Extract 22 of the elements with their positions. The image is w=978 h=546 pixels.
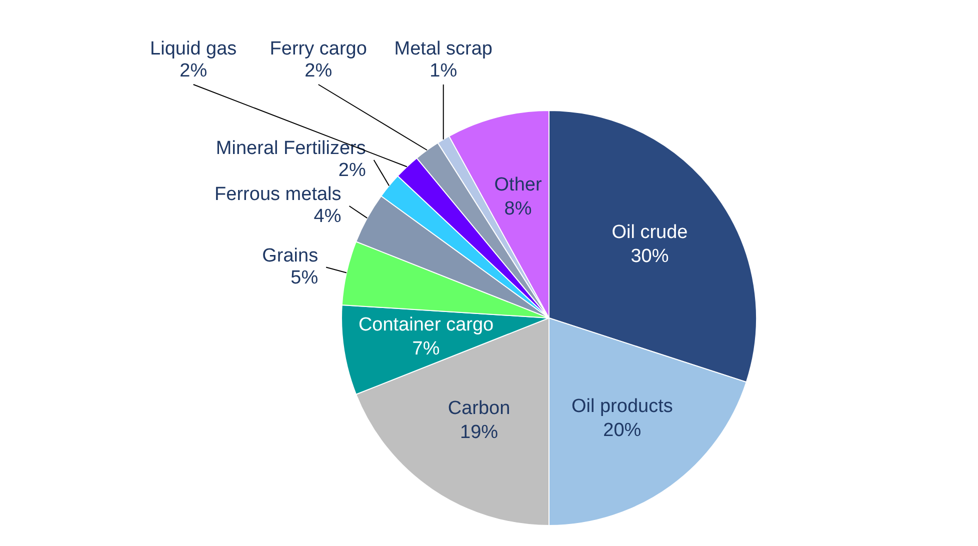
- slice-label: Ferry cargo: [270, 38, 367, 60]
- slice-label: Other: [494, 174, 542, 196]
- slice-label: Ferrous metals: [214, 184, 342, 206]
- data-label: 30%: [630, 246, 669, 268]
- data-label: 2%: [304, 60, 332, 82]
- data-label: 1%: [430, 60, 458, 82]
- data-label: 2%: [338, 160, 366, 182]
- slice-label: Liquid gas: [150, 38, 237, 60]
- slice-label: Container cargo: [358, 314, 494, 336]
- data-label: 4%: [314, 206, 342, 228]
- data-label: 20%: [603, 420, 642, 441]
- slice-label: Carbon: [448, 398, 510, 420]
- data-label: 5%: [290, 268, 318, 289]
- slice-label: Mineral Fertilizers: [216, 138, 366, 160]
- slice-label: Grains: [262, 246, 318, 267]
- data-label: 2%: [180, 60, 208, 82]
- data-label: 7%: [412, 338, 440, 360]
- slice-label: Oil products: [571, 396, 673, 417]
- slice-label: Metal scrap: [394, 38, 492, 60]
- data-label: 8%: [504, 198, 532, 220]
- slice-label: Oil crude: [612, 222, 688, 244]
- data-label: 19%: [460, 422, 498, 444]
